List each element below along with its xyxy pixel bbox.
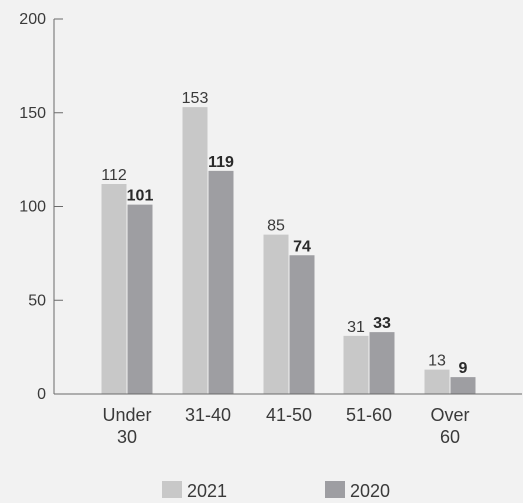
y-tick-label: 200 [19, 11, 46, 28]
y-tick-label: 0 [37, 386, 46, 403]
bar-2021 [101, 184, 127, 394]
data-label-2021: 13 [428, 353, 446, 370]
y-tick-label: 150 [19, 105, 46, 122]
legend-swatch-2021 [162, 481, 182, 498]
data-label-2021: 31 [347, 319, 365, 336]
bar-2020 [127, 204, 153, 394]
bar-2021 [343, 335, 369, 394]
legend-label-2020: 2020 [350, 481, 390, 501]
data-label-2021: 112 [101, 167, 127, 184]
legend-label-2021: 2021 [187, 481, 227, 501]
y-axis: 0 50 100 150 200 [19, 11, 63, 403]
data-label-2021: 85 [267, 218, 285, 235]
bar-2020 [369, 332, 395, 394]
data-label-2021: 153 [182, 90, 209, 107]
data-label-2020: 33 [373, 315, 391, 332]
y-tick-label: 100 [19, 199, 46, 216]
category-label: 41-50 [266, 405, 312, 425]
category-label: 31-40 [185, 405, 231, 425]
category-label: 51-60 [346, 405, 392, 425]
y-tick-label: 50 [28, 292, 46, 309]
bar-2021 [182, 107, 208, 394]
data-label-2020: 101 [127, 188, 154, 205]
legend-swatch-2020 [325, 481, 345, 498]
category-label: Under [102, 405, 151, 425]
bar-2020 [450, 377, 476, 394]
bar-2020 [208, 170, 234, 394]
data-label-2020: 9 [459, 360, 468, 377]
category-label: Over [430, 405, 469, 425]
data-label-2020: 74 [293, 238, 311, 255]
legend: 2021 2020 [162, 481, 390, 501]
data-label-2020: 119 [208, 154, 234, 171]
bar-2021 [424, 369, 450, 394]
bar-2021 [263, 234, 289, 394]
category-label: 60 [440, 427, 460, 447]
category-label: 30 [117, 427, 137, 447]
bar-2020 [289, 255, 315, 394]
